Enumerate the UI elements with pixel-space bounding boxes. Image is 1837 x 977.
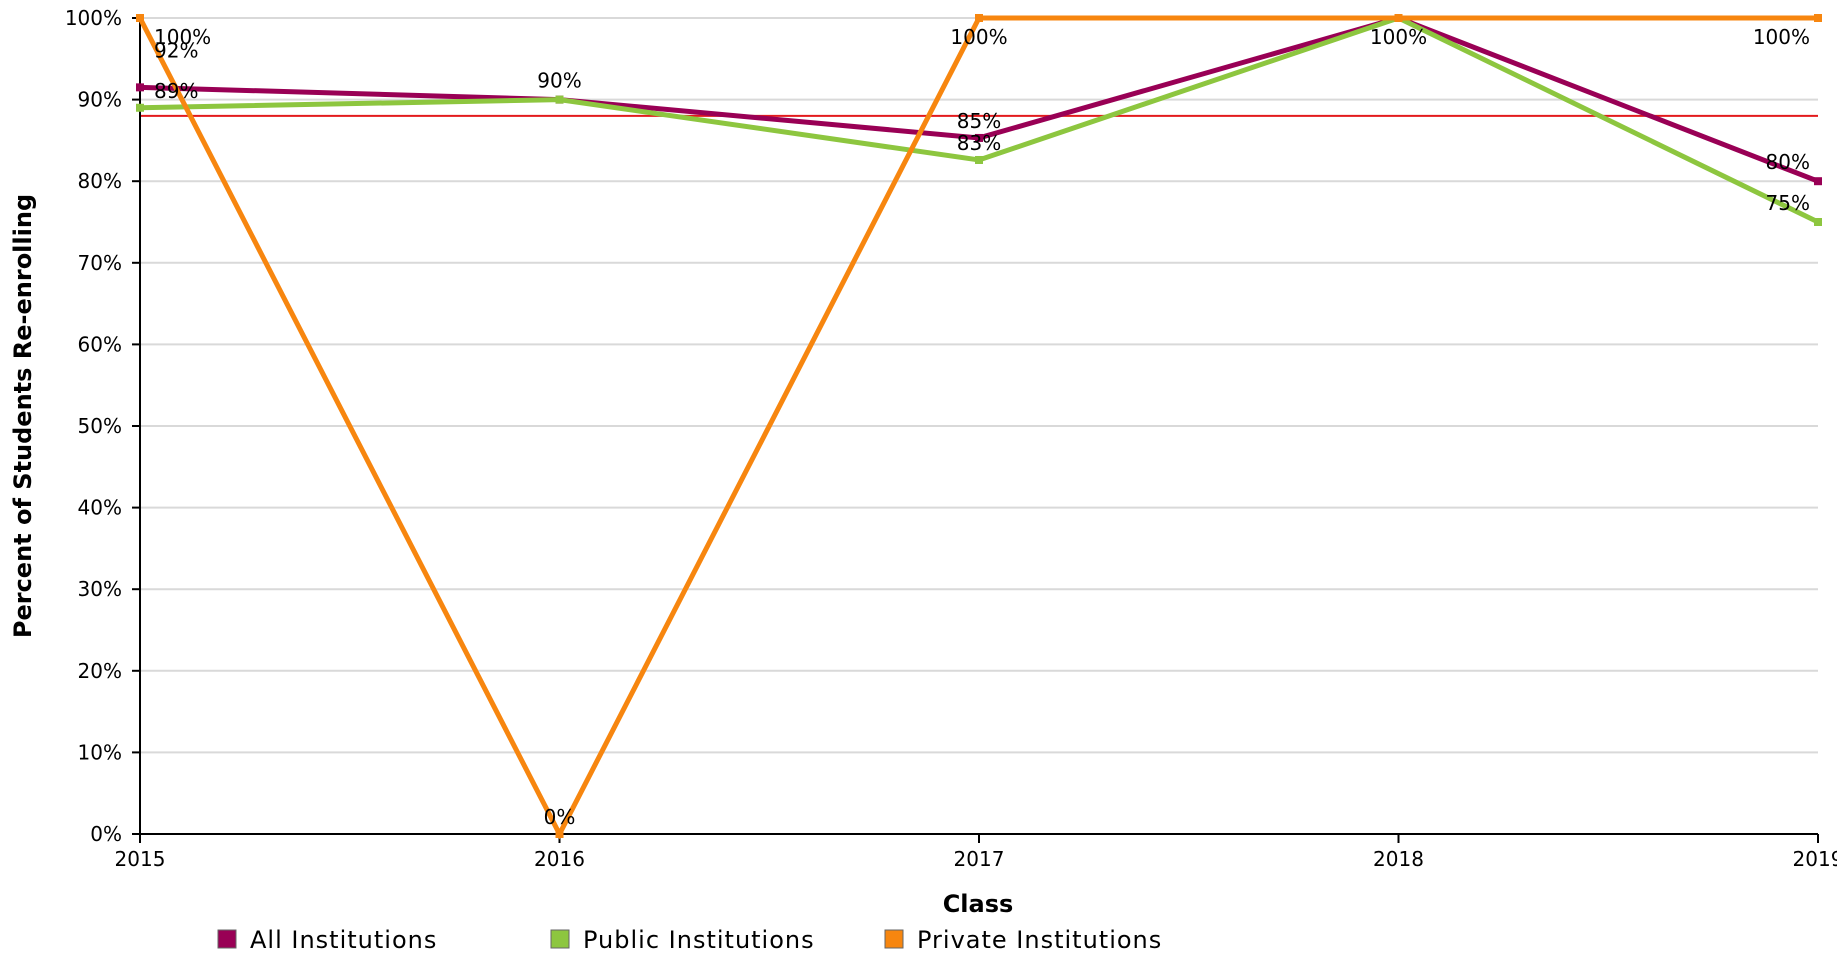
x-tick-label: 2017 — [954, 847, 1005, 871]
legend-label: All Institutions — [250, 926, 437, 954]
x-axis-title: Class — [943, 890, 1014, 918]
y-tick-label: 100% — [65, 6, 122, 30]
legend-swatch — [550, 929, 570, 949]
data-label: 92% — [154, 38, 198, 62]
data-label: 100% — [1753, 25, 1810, 49]
legend-swatch — [884, 929, 904, 949]
data-label: 90% — [537, 69, 581, 93]
legend: All Institutions Public Institutions Priva… — [217, 926, 1162, 954]
data-point — [555, 95, 564, 104]
data-point — [1814, 177, 1822, 186]
data-point — [136, 14, 144, 22]
data-point — [555, 830, 564, 838]
y-tick-label: 30% — [78, 577, 122, 601]
data-point — [136, 83, 144, 92]
y-tick-label: 10% — [78, 740, 122, 764]
data-point — [1814, 218, 1822, 226]
data-point — [975, 155, 983, 164]
y-tick-label: 60% — [78, 332, 122, 356]
axes: 0% 10% 20% 30% 40% 50% 60% 70% 80% 90% 100% 2015 201… — [65, 6, 1837, 871]
data-label: 100% — [950, 25, 1007, 49]
data-label: 100% — [154, 25, 211, 49]
y-tick-label: 0% — [90, 822, 122, 846]
legend-label: Private Institutions — [917, 926, 1162, 954]
data-point — [975, 14, 983, 22]
data-label: 0% — [544, 805, 576, 829]
x-tick-label: 2018 — [1373, 847, 1424, 871]
data-point — [975, 133, 983, 142]
y-axis-title: Percent of Students Re-enrolling — [9, 194, 37, 638]
y-tick-label: 90% — [78, 88, 122, 112]
legend-label: Public Institutions — [583, 926, 815, 954]
data-labels: 92% 85% 80% 89% 90% 83% 100% 75% 100% 0% 100% 100% — [154, 25, 1810, 829]
data-label: 89% — [154, 79, 198, 103]
data-point — [1394, 14, 1403, 22]
data-label: 83% — [957, 131, 1001, 155]
y-tick-label: 20% — [78, 659, 122, 683]
data-label: 80% — [1766, 150, 1810, 174]
y-tick-label: 70% — [78, 251, 122, 275]
legend-swatch — [217, 929, 237, 949]
x-tick-label: 2016 — [534, 847, 585, 871]
y-tick-label: 50% — [78, 414, 122, 438]
data-label: 100% — [1370, 25, 1427, 49]
data-point — [1814, 14, 1822, 22]
series-lines — [136, 14, 1822, 840]
y-tick-label: 80% — [78, 169, 122, 193]
data-label: 85% — [957, 109, 1001, 133]
y-tick-label: 40% — [78, 496, 122, 520]
data-label: 75% — [1766, 191, 1810, 215]
x-tick-label: 2015 — [115, 847, 166, 871]
data-point — [136, 103, 144, 112]
